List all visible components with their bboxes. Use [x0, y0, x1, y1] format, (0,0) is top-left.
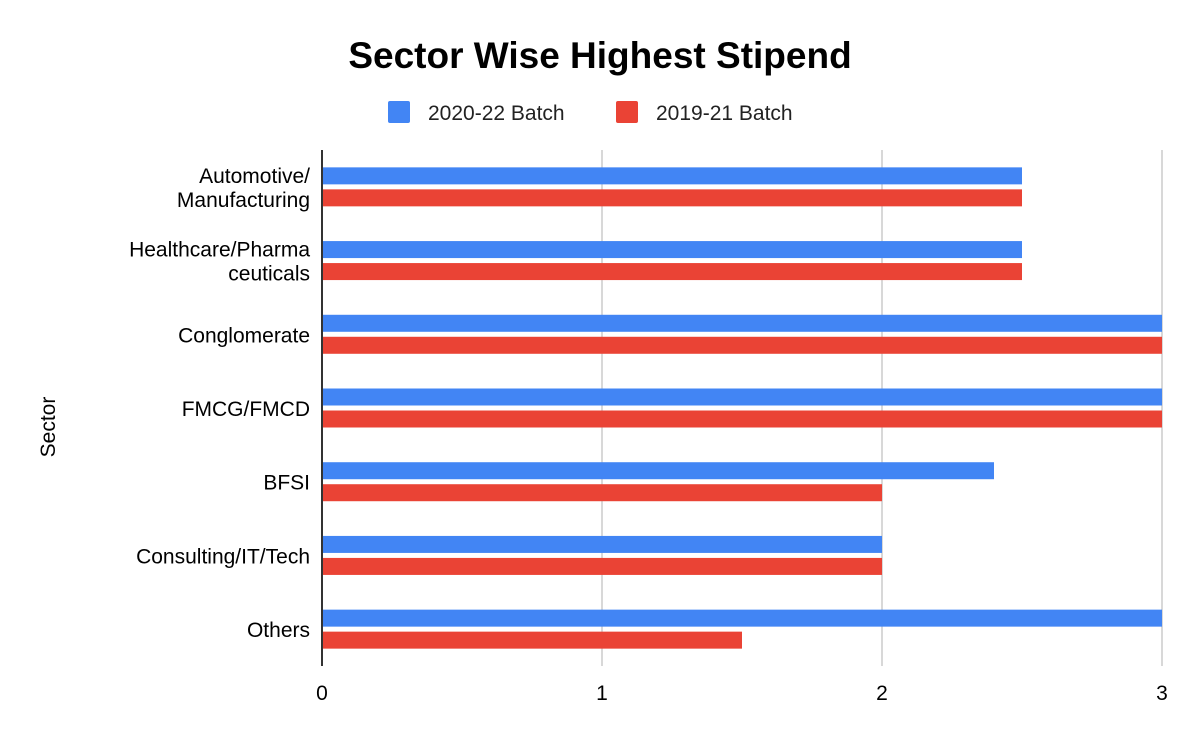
bar-2020-22 — [322, 609, 1162, 627]
bar-2020-22 — [322, 241, 1022, 259]
category-label: Consulting/IT/Tech — [136, 545, 310, 568]
bar-2020-22 — [322, 535, 882, 553]
category-label: Healthcare/Pharma — [129, 239, 310, 262]
bar-2019-21 — [322, 263, 1022, 281]
legend-label-2020-22: 2020-22 Batch — [428, 102, 565, 125]
bar-2020-22 — [322, 388, 1162, 406]
category-label: FMCG/FMCD — [182, 398, 310, 421]
legend-label-2019-21: 2019-21 Batch — [656, 102, 793, 125]
bar-2019-21 — [322, 557, 882, 575]
x-tick-label: 2 — [876, 682, 888, 705]
bar-2020-22 — [322, 314, 1162, 332]
x-tick-label: 1 — [596, 682, 608, 705]
y-axis-title: Sector — [37, 397, 60, 458]
bar-2020-22 — [322, 462, 994, 480]
gridlines — [601, 150, 1163, 666]
category-label: Others — [247, 619, 310, 642]
category-label: BFSI — [263, 472, 310, 495]
category-label: Automotive/ — [199, 165, 310, 188]
legend: 2020-22 Batch 2019-21 Batch — [388, 101, 793, 125]
bar-2019-21 — [322, 631, 742, 649]
legend-swatch-2019-21 — [616, 101, 638, 123]
category-label: Manufacturing — [177, 189, 310, 212]
bar-2019-21 — [322, 484, 882, 502]
category-label: Conglomerate — [178, 324, 310, 347]
x-tick-labels: 0 1 2 3 — [316, 682, 1168, 705]
x-tick-label: 0 — [316, 682, 328, 705]
category-label: ceuticals — [228, 263, 310, 286]
legend-swatch-2020-22 — [388, 101, 410, 123]
bar-2019-21 — [322, 336, 1162, 354]
bar-2019-21 — [322, 410, 1162, 428]
bar-2020-22 — [322, 167, 1022, 185]
bars — [322, 167, 1162, 649]
chart-title: Sector Wise Highest Stipend — [348, 35, 851, 76]
x-tick-label: 3 — [1156, 682, 1168, 705]
bar-2019-21 — [322, 189, 1022, 207]
category-labels: Automotive/Manufacturing Healthcare/Pharm… — [129, 165, 310, 642]
